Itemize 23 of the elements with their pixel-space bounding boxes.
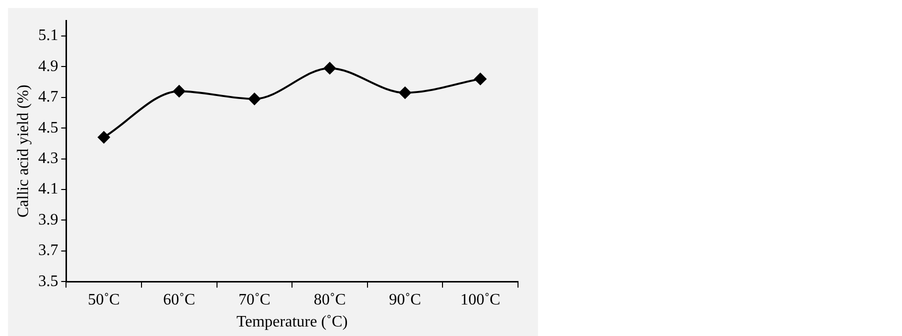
point: [399, 86, 412, 99]
x-tick-label: 50˚C: [88, 291, 120, 308]
x-tick-label: 90˚C: [389, 291, 422, 308]
x-tick-label: 100˚C: [460, 291, 500, 308]
point: [324, 62, 336, 74]
y-tick-label: 4.7: [38, 88, 58, 106]
point: [173, 85, 186, 98]
y-tick-label: 3.7: [38, 242, 58, 260]
y-tick-label: 5.1: [38, 27, 58, 44]
y-tick-label: 4.3: [38, 150, 58, 167]
y-tick-label: 4.1: [38, 180, 58, 198]
x-tick-label: 60˚C: [163, 291, 196, 308]
x-tick-label: 70˚C: [238, 291, 270, 308]
point: [98, 131, 110, 144]
y-tick-label: 3.5: [38, 272, 58, 290]
y-tick-label: 4.5: [38, 119, 58, 136]
point: [248, 92, 260, 105]
y-axis-title: Callic acid yield (%): [14, 84, 32, 218]
point: [474, 72, 486, 85]
x-axis-title: Temperature (˚C): [236, 314, 348, 331]
y-tick-label: 4.9: [38, 58, 58, 75]
x-tick-label: 80˚C: [314, 291, 346, 308]
y-tick-label: 3.9: [38, 211, 58, 228]
